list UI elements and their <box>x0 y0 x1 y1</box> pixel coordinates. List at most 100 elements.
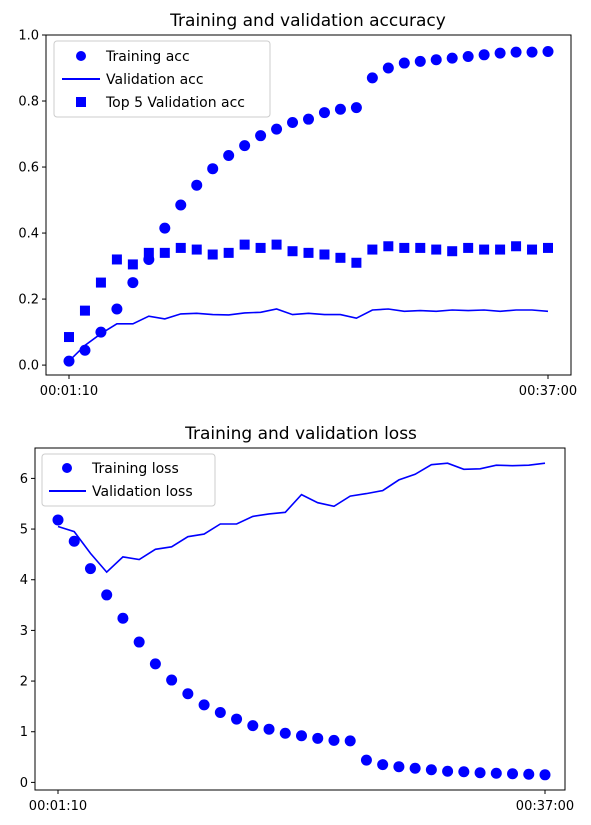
training-acc-point <box>527 47 538 58</box>
loss-x-tick-label: 00:37:00 <box>516 799 574 814</box>
training-acc-point <box>431 54 442 65</box>
training-loss-point <box>426 764 437 775</box>
training-acc-point <box>399 58 410 69</box>
top-5-validation-acc-point <box>495 245 505 255</box>
training-loss-point <box>458 766 469 777</box>
top-5-validation-acc-point <box>80 306 90 316</box>
training-loss-point <box>491 768 502 779</box>
training-loss-point <box>540 769 551 780</box>
training-acc-point <box>303 114 314 125</box>
acc-y-tick-label: 0.4 <box>18 227 39 242</box>
top-5-validation-acc-point <box>415 243 425 253</box>
training-acc-point <box>319 107 330 118</box>
training-loss-point <box>101 589 112 600</box>
training-acc-point <box>383 63 394 74</box>
training-acc-point <box>191 180 202 191</box>
training-acc-point <box>511 47 522 58</box>
training-acc-point <box>159 223 170 234</box>
loss-y-tick-label: 2 <box>20 675 28 690</box>
top-5-validation-acc-point <box>351 258 361 268</box>
top-5-validation-acc-point <box>463 243 473 253</box>
training-loss-point <box>393 761 404 772</box>
top-5-validation-acc-point <box>96 278 106 288</box>
acc-y-tick-label: 0.0 <box>18 359 39 374</box>
top-5-validation-acc-point <box>335 253 345 263</box>
training-loss-point <box>523 769 534 780</box>
loss-y-tick-label: 4 <box>20 573 28 588</box>
top-5-validation-acc-point <box>160 248 170 258</box>
top-5-validation-acc-point <box>272 240 282 250</box>
training-loss-point <box>361 755 372 766</box>
training-acc-point <box>111 303 122 314</box>
loss-x-axis: 00:01:10 00:37:00 <box>29 790 574 814</box>
top-5-validation-acc-point <box>112 254 122 264</box>
legend-validation-acc-label: Validation acc <box>106 72 204 88</box>
top-5-validation-acc-point <box>304 248 314 258</box>
loss-x-tick-label: 00:01:10 <box>29 799 87 814</box>
training-acc-point <box>127 277 138 288</box>
legend-training-acc-label: Training acc <box>105 49 190 65</box>
training-loss-point <box>296 730 307 741</box>
training-loss-point <box>345 735 356 746</box>
acc-x-tick-label: 00:01:10 <box>40 384 98 399</box>
top-5-validation-acc-point <box>288 246 298 256</box>
loss-y-tick-label: 1 <box>20 725 28 740</box>
legend-training-loss-label: Training loss <box>91 461 179 477</box>
training-loss-point <box>312 733 323 744</box>
legend-top5-acc-marker <box>76 97 86 107</box>
top-5-validation-acc-point <box>192 245 202 255</box>
training-loss-point <box>280 728 291 739</box>
loss-y-tick-label: 0 <box>20 776 28 791</box>
acc-y-tick-label: 0.8 <box>18 95 39 110</box>
training-loss-point <box>182 688 193 699</box>
acc-y-tick-label: 0.2 <box>18 293 39 308</box>
legend-training-loss-marker <box>62 463 72 473</box>
training-acc-point <box>255 130 266 141</box>
loss-legend: Training loss Validation loss <box>42 454 215 506</box>
legend-validation-loss-label: Validation loss <box>92 484 193 500</box>
training-loss-point <box>507 768 518 779</box>
training-loss-point <box>377 759 388 770</box>
training-acc-point <box>207 163 218 174</box>
training-loss-point <box>166 675 177 686</box>
training-loss-point <box>410 763 421 774</box>
acc-y-tick-label: 1.0 <box>18 29 39 44</box>
loss-y-tick-label: 3 <box>20 624 28 639</box>
loss-marks <box>53 463 551 780</box>
training-loss-point <box>247 720 258 731</box>
top-5-validation-acc-point <box>224 248 234 258</box>
training-acc-point <box>223 150 234 161</box>
training-loss-point <box>199 699 210 710</box>
loss-chart-title: Training and validation loss <box>184 424 417 444</box>
training-loss-point <box>442 766 453 777</box>
training-acc-point <box>175 200 186 211</box>
training-acc-point <box>495 48 506 59</box>
loss-y-tick-label: 5 <box>20 523 28 538</box>
training-loss-point <box>264 724 275 735</box>
training-acc-point <box>447 53 458 64</box>
accuracy-chart: Training and validation accuracy 0.00.20… <box>18 11 577 399</box>
top-5-validation-acc-point <box>319 250 329 260</box>
training-loss-point <box>134 637 145 648</box>
top-5-validation-acc-point <box>431 245 441 255</box>
acc-x-tick-label: 00:37:00 <box>519 384 577 399</box>
training-loss-point <box>215 707 226 718</box>
training-loss-point <box>117 613 128 624</box>
training-acc-point <box>287 117 298 128</box>
top-5-validation-acc-point <box>208 250 218 260</box>
top-5-validation-acc-point <box>543 243 553 253</box>
training-acc-point <box>239 140 250 151</box>
top-5-validation-acc-point <box>447 246 457 256</box>
top-5-validation-acc-point <box>240 240 250 250</box>
legend-top5-acc-label: Top 5 Validation acc <box>105 95 245 111</box>
top-5-validation-acc-point <box>383 241 393 251</box>
training-acc-point <box>543 46 554 57</box>
loss-chart: Training and validation loss 0 1 2 3 4 5 6 00:… <box>20 424 574 814</box>
top-5-validation-acc-point <box>479 245 489 255</box>
top-5-validation-acc-point <box>399 243 409 253</box>
training-acc-point <box>351 102 362 113</box>
validation-acc-line <box>69 309 548 361</box>
training-loss-point <box>475 767 486 778</box>
training-loss-point <box>53 514 64 525</box>
